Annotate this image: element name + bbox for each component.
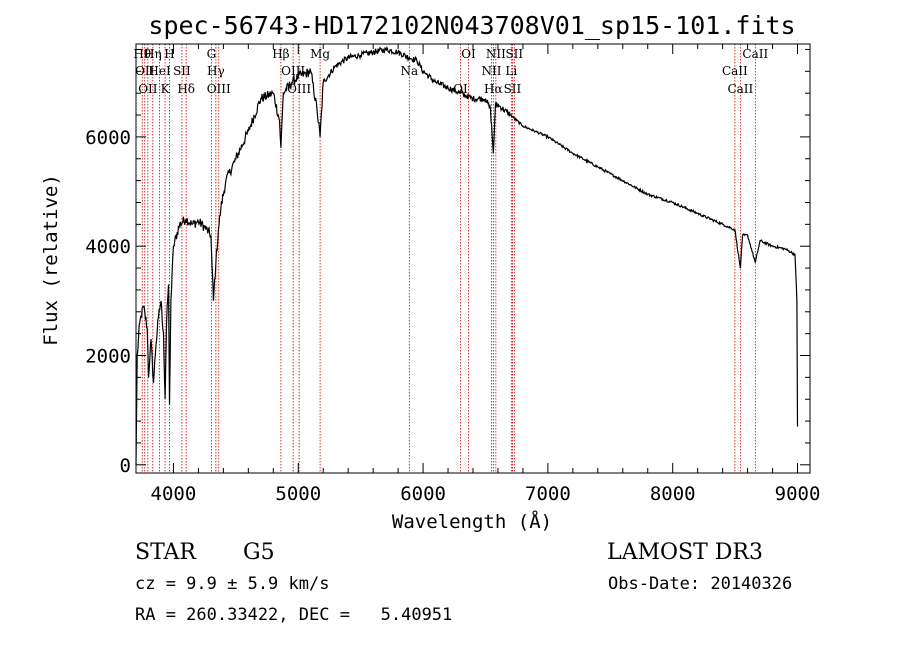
x-tick-label: 7000 (525, 483, 571, 505)
x-tick-label: 8000 (650, 483, 696, 505)
y-tick-label: 2000 (85, 346, 131, 368)
line-marker-label: Li (505, 64, 517, 78)
plot-frame (135, 43, 811, 474)
y-tick-label: 0 (120, 455, 131, 477)
line-marker-label: OI (461, 47, 476, 61)
line-marker-label: Hδ (177, 82, 195, 96)
line-marker-label: SII (504, 82, 522, 96)
line-marker-label: CaII (727, 82, 753, 96)
line-marker-label: Mg (310, 47, 330, 61)
x-axis-label: Wavelength (Å) (392, 510, 552, 533)
spectrum-line (135, 45, 799, 465)
line-marker-label: Hη (144, 47, 162, 61)
x-tick-label: 6000 (400, 483, 446, 505)
line-marker-label: OIII (281, 64, 305, 78)
redshift-info: cz = 9.9 ± 5.9 km/s (135, 574, 330, 594)
line-marker-label: CaII (722, 64, 748, 78)
x-tick-label: 9000 (775, 483, 821, 505)
y-axis-label: Flux (relative) (40, 174, 62, 346)
chart-title: spec-56743-HD172102N043708V01_sp15-101.f… (148, 11, 795, 40)
line-marker-label: NII (481, 64, 501, 78)
obs-date: Obs-Date: 20140326 (608, 574, 793, 594)
object-class: STAR (135, 540, 196, 565)
line-marker-label: CaII (742, 47, 768, 61)
x-tick-label: 4000 (151, 483, 197, 505)
line-marker-label: Hθ (133, 47, 151, 61)
line-marker-label: H (164, 47, 174, 61)
x-tick-label: 5000 (275, 483, 321, 505)
y-axis-ticks: 0 2000 4000 6000 (85, 48, 810, 477)
y-tick-label: 6000 (85, 127, 131, 149)
survey-name: LAMOST DR3 (607, 540, 763, 565)
line-marker-label: NII (486, 47, 506, 61)
line-marker-label: OII (138, 82, 158, 96)
ra-dec-info: RA = 260.33422, DEC = 5.40951 (135, 605, 453, 625)
line-marker-label: HeI (148, 64, 171, 78)
object-subclass: G5 (243, 540, 275, 565)
x-axis-ticks: 4000 5000 6000 7000 8000 9000 (151, 44, 821, 505)
line-marker-label: Na (401, 64, 419, 78)
line-marker-label: G (207, 47, 217, 61)
y-tick-label: 4000 (85, 236, 131, 258)
line-marker-label: Hα (484, 82, 503, 96)
line-marker-label: OIII (207, 82, 231, 96)
line-marker-label: Hγ (207, 64, 225, 78)
line-marker-label: OII (135, 64, 155, 78)
line-marker-label: SII (173, 64, 191, 78)
line-marker-labels: Hθ OII OII Hη HeI K H SII Hδ G Hγ OIII Hβ OIII OIII Mg N… (133, 47, 768, 96)
line-marker-label: SII (505, 47, 523, 61)
line-markers (141, 44, 756, 473)
line-marker-label: K (161, 82, 171, 96)
line-marker-label: OIII (287, 82, 311, 96)
line-marker-label: Hβ (272, 47, 289, 61)
